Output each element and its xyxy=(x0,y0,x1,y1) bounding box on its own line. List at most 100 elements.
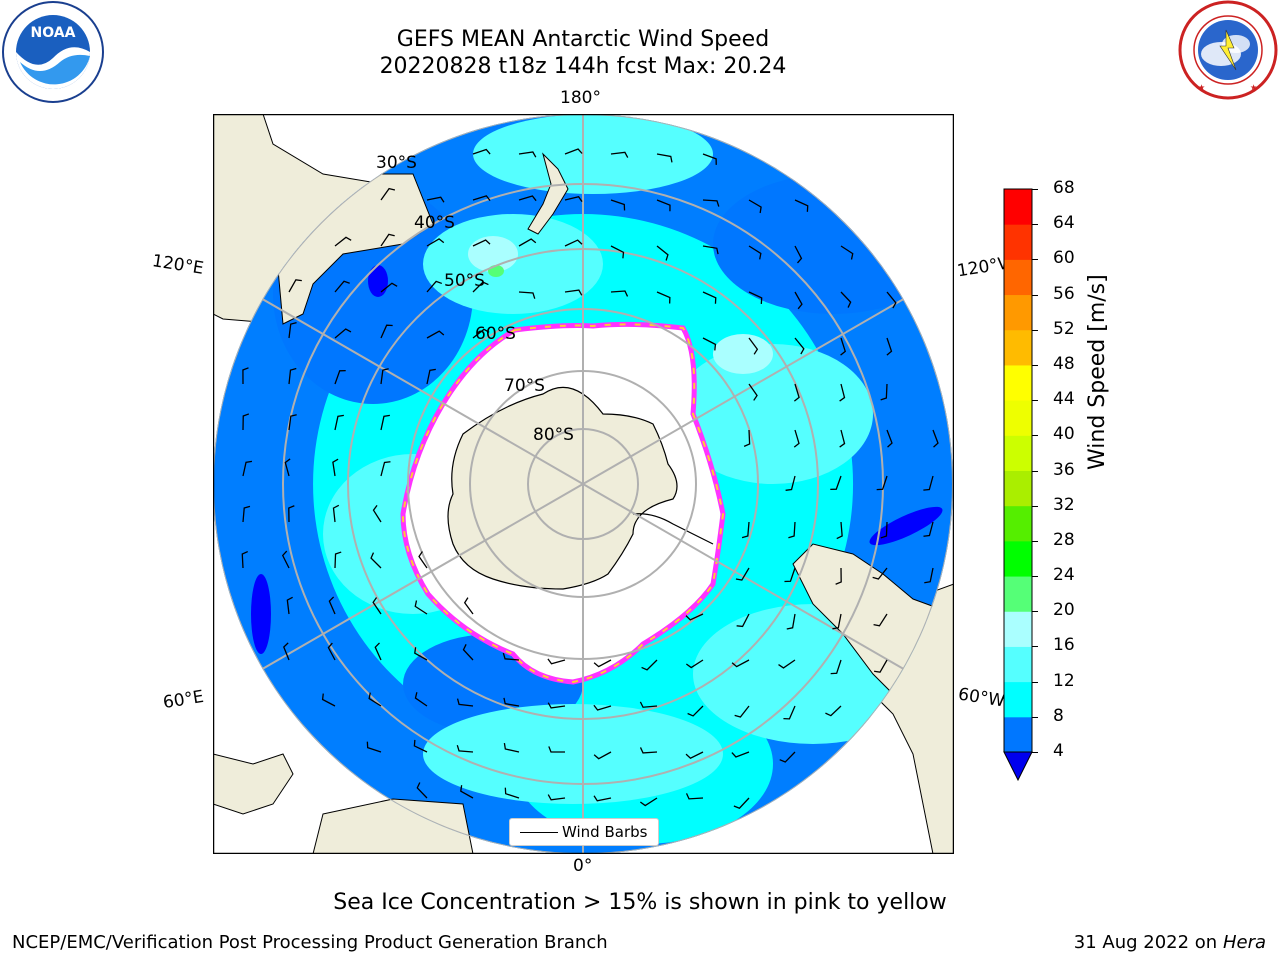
colorbar-tick-label: 56 xyxy=(1053,283,1075,304)
colorbar-block xyxy=(1004,470,1032,507)
wind-barb xyxy=(748,383,758,401)
colorbar-block xyxy=(1004,294,1032,331)
colorbar-block xyxy=(1004,646,1032,683)
wind-barb xyxy=(840,245,854,260)
colorbar-block xyxy=(1004,681,1032,718)
wind-barb xyxy=(426,238,445,247)
wind-barb xyxy=(593,659,612,668)
colorbar-title: Wind Speed [m/s] xyxy=(1085,274,1110,470)
colorbar-tick xyxy=(1032,224,1038,226)
sea-ice-caption: Sea Ice Concentration > 15% is shown in … xyxy=(333,890,947,915)
wind-barb xyxy=(327,642,336,661)
wind-barb xyxy=(418,551,428,569)
wind-barb xyxy=(380,368,389,385)
colorbar-tick xyxy=(1032,329,1038,331)
wind-barb xyxy=(840,291,852,308)
colorbar-block xyxy=(1004,400,1032,436)
colorbar-tick-label: 28 xyxy=(1053,529,1075,550)
lat-label-30s: 30°S xyxy=(376,153,417,173)
wind-barb xyxy=(836,521,843,540)
wind-barb xyxy=(839,429,846,448)
wind-barb xyxy=(788,521,796,539)
wind-barb xyxy=(414,647,428,661)
wind-barb xyxy=(593,795,612,802)
wind-barb xyxy=(503,742,520,753)
wind-barb xyxy=(741,521,750,539)
colorbar-tick xyxy=(1032,189,1038,190)
wind-barb xyxy=(564,289,583,296)
noaa-logo: NOAA xyxy=(2,1,104,103)
colorbar-tick xyxy=(1032,576,1038,578)
colorbar-tick-label: 12 xyxy=(1053,670,1075,691)
wind-barb xyxy=(748,291,763,304)
wind-barb xyxy=(793,383,800,402)
wind-barb xyxy=(328,596,336,615)
wind-barb xyxy=(242,460,253,477)
wind-barb xyxy=(380,187,396,201)
wind-barb xyxy=(743,429,751,447)
lon-label-60w: 60°W xyxy=(956,684,1007,712)
lat-label-80s: 80°S xyxy=(533,425,574,445)
wind-barb xyxy=(840,337,846,356)
svg-text:★: ★ xyxy=(1250,83,1257,92)
wind-barb xyxy=(288,505,295,523)
wind-barb xyxy=(548,746,566,753)
wind-barb xyxy=(321,693,336,707)
colorbar-tick-label: 36 xyxy=(1053,459,1075,480)
wind-barb xyxy=(735,567,750,581)
wind-barb xyxy=(830,659,842,675)
wind-barb xyxy=(416,782,428,799)
footer-credit: NCEP/EMC/Verification Post Processing Pr… xyxy=(12,932,608,953)
wind-barb xyxy=(368,692,382,707)
lat-label-70s: 70°S xyxy=(504,376,545,396)
colorbar-tick xyxy=(1032,752,1038,753)
map-legend: Wind Barbs xyxy=(509,818,659,846)
wind-barb xyxy=(503,697,520,707)
wind-barb xyxy=(794,199,809,212)
lat-label-60s: 60°S xyxy=(475,324,516,344)
wind-barb xyxy=(779,751,796,763)
wind-barb xyxy=(610,151,629,158)
colorbar-block xyxy=(1004,716,1032,753)
colorbar-block xyxy=(1004,505,1032,542)
wind-barb xyxy=(685,751,704,759)
wind-barb xyxy=(472,328,490,339)
wind-barb xyxy=(923,475,934,491)
colorbar-block xyxy=(1004,189,1032,225)
wind-barb xyxy=(456,698,474,707)
wind-barb xyxy=(785,475,796,491)
wind-barb xyxy=(380,461,391,477)
wind-barb xyxy=(641,659,658,671)
wind-barb xyxy=(786,613,796,630)
wind-barb xyxy=(734,705,750,718)
wind-barb xyxy=(332,458,339,477)
wind-barb xyxy=(639,701,658,708)
colorbar-block xyxy=(1004,435,1032,471)
wind-barb xyxy=(288,322,297,339)
lon-label-180: 180° xyxy=(560,88,601,108)
colorbar-block xyxy=(1004,329,1032,366)
lat-label-40s: 40°S xyxy=(414,213,455,233)
wind-barb xyxy=(288,414,297,431)
wind-barb xyxy=(778,659,796,669)
colorbar-tick xyxy=(1032,540,1038,542)
wind-barb xyxy=(702,199,720,207)
footer-date: 31 Aug 2022 on Hera xyxy=(1074,932,1266,953)
colorbar-block xyxy=(1004,364,1032,401)
wind-barb xyxy=(456,744,474,753)
wind-barbs xyxy=(241,148,939,810)
colorbar-tick-label: 4 xyxy=(1053,741,1064,761)
wind-barb xyxy=(924,567,934,584)
colorbar-tick xyxy=(1032,505,1038,507)
wind-barb xyxy=(380,324,393,339)
wind-barb xyxy=(748,245,762,260)
wind-barb xyxy=(472,239,491,247)
colorbar-tick-label: 60 xyxy=(1053,248,1075,269)
colorbar-tick xyxy=(1032,716,1038,718)
nws-logo: ★ ★ xyxy=(1178,0,1278,100)
wind-barb xyxy=(414,600,428,615)
wind-barb xyxy=(564,239,583,247)
wind-barb xyxy=(334,280,350,293)
colorbar-tick-label: 32 xyxy=(1053,494,1075,515)
legend-line-swatch xyxy=(520,832,558,833)
